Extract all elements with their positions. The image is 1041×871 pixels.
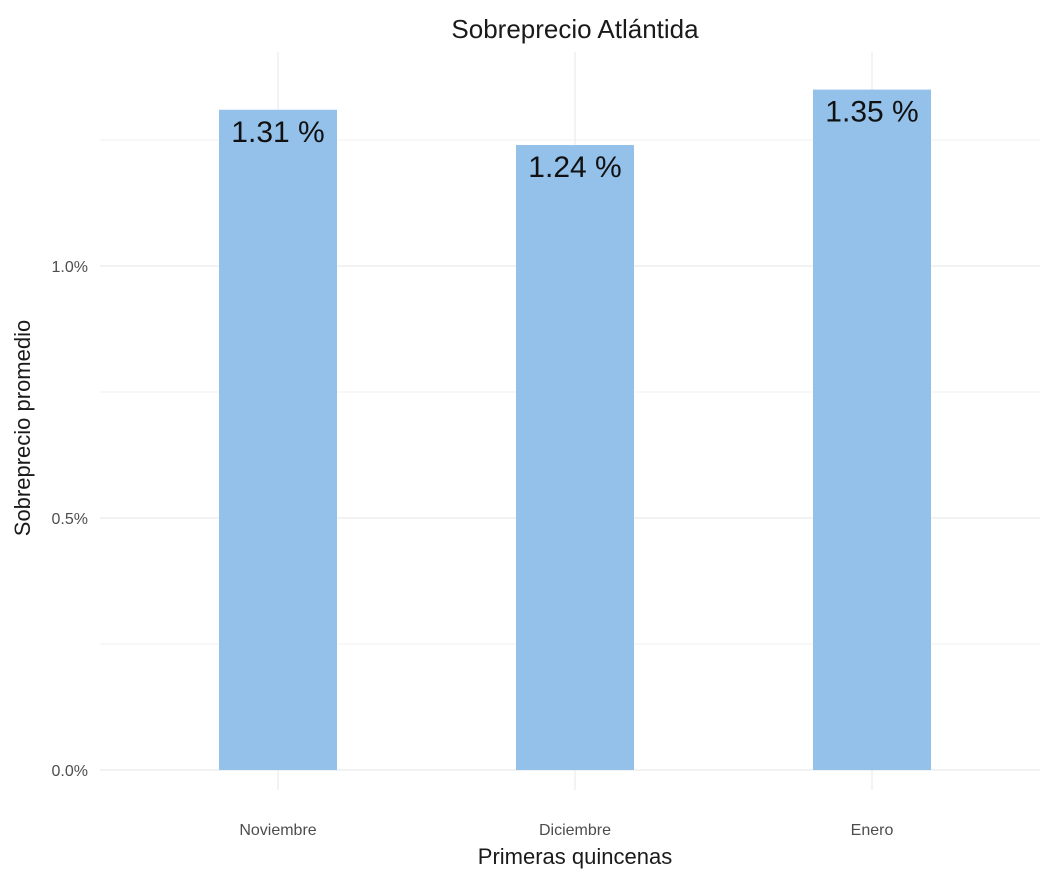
- y-axis-title: Sobreprecio promedio: [10, 320, 35, 536]
- data-label: 1.31 %: [231, 116, 324, 149]
- y-tick-label: 1.0%: [52, 259, 88, 276]
- x-tick-label: Noviembre: [239, 822, 316, 839]
- y-tick-label: 0.0%: [52, 763, 88, 780]
- x-tick-label: Enero: [851, 822, 894, 839]
- bar-noviembre: [219, 109, 337, 770]
- data-label: 1.24 %: [528, 151, 621, 184]
- bars: [219, 89, 931, 771]
- chart-title: Sobreprecio Atlántida: [451, 14, 699, 44]
- x-tick-label: Diciembre: [539, 822, 611, 839]
- y-tick-label: 0.5%: [52, 511, 88, 528]
- data-label: 1.35 %: [825, 96, 918, 129]
- x-axis-title: Primeras quincenas: [478, 844, 672, 869]
- y-axis-ticks: 0.0% 0.5% 1.0%: [52, 259, 88, 780]
- x-axis-ticks: Noviembre Diciembre Enero: [239, 822, 893, 839]
- bar-diciembre: [516, 145, 634, 771]
- bar-labels: 1.31 % 1.24 % 1.35 %: [231, 96, 918, 184]
- bar-enero: [813, 89, 931, 771]
